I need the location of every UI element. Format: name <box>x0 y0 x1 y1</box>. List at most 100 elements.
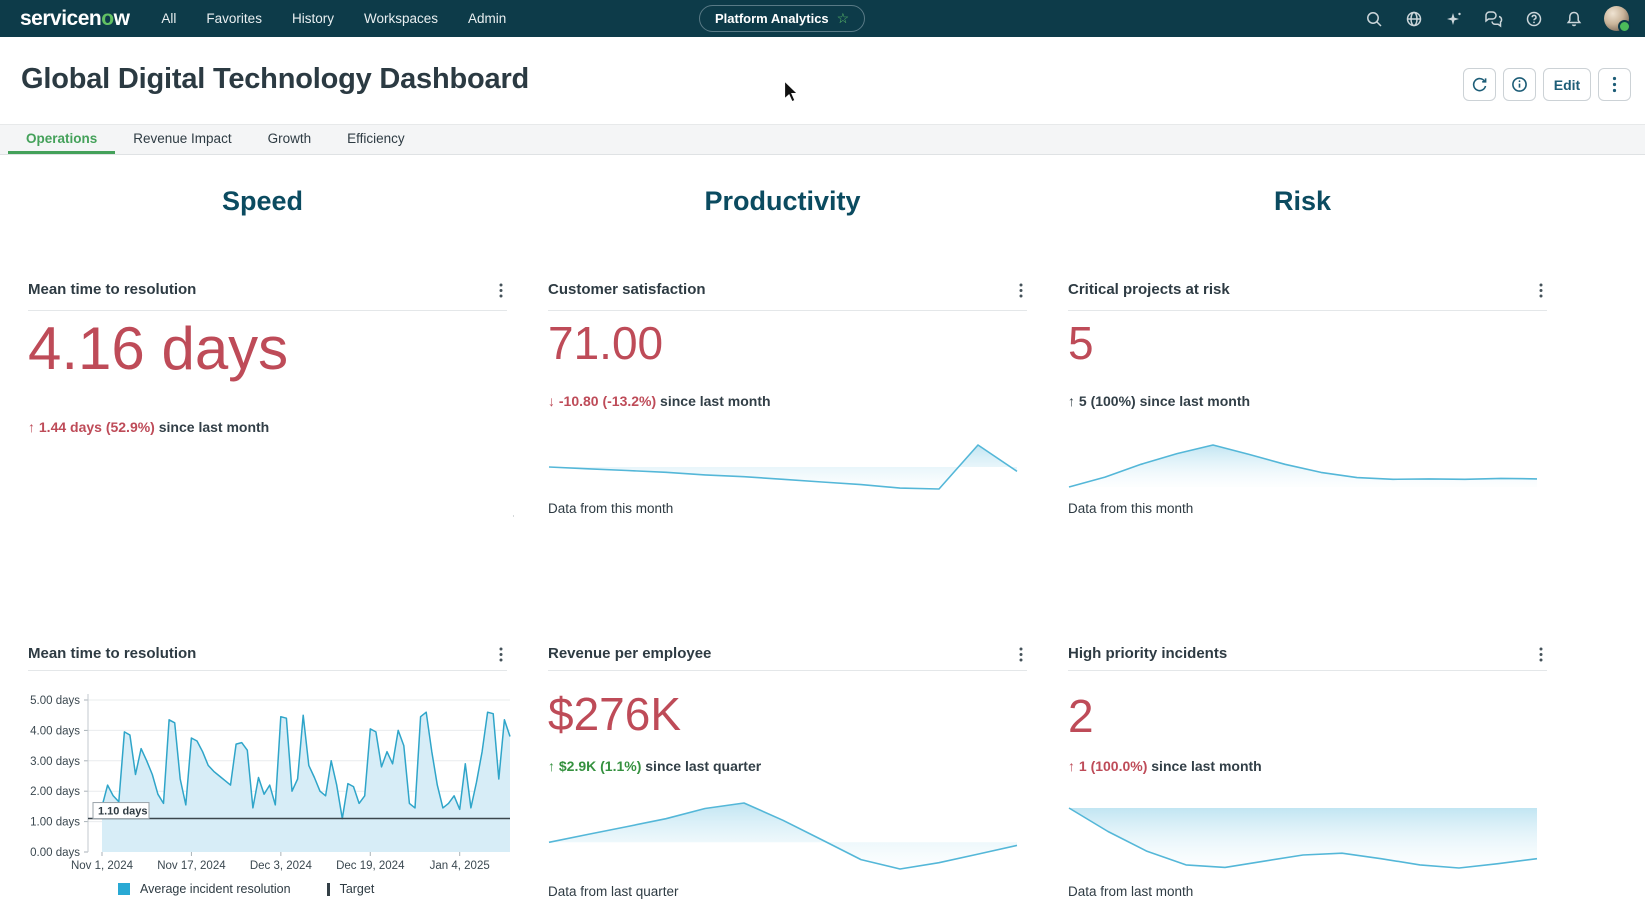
metric-delta: ↑ 5 (100%) since last month <box>1068 393 1250 409</box>
kebab-icon <box>499 283 503 298</box>
refresh-button[interactable] <box>1463 68 1496 101</box>
data-source-caption: Data from this month <box>548 501 674 516</box>
tab-efficiency[interactable]: Efficiency <box>347 130 405 146</box>
card-menu-button[interactable] <box>1535 281 1547 303</box>
notifications-bell-icon[interactable] <box>1564 9 1583 28</box>
sparkline-chart <box>1068 807 1538 869</box>
sparkline-chart <box>1068 444 1538 488</box>
delta-value: ↑ 1.44 days (52.9%) <box>28 419 155 435</box>
card-menu-button[interactable] <box>495 645 507 667</box>
more-options-button[interactable] <box>1598 68 1631 101</box>
logo-green-o: o <box>101 6 114 30</box>
card-menu-button[interactable] <box>1535 645 1547 667</box>
card-title: High priority incidents <box>1068 645 1228 662</box>
metric-delta: ↑ $2.9K (1.1%) since last quarter <box>548 758 761 774</box>
page-header: Global Digital Technology Dashboard Edit <box>0 37 1645 124</box>
globe-icon[interactable] <box>1404 9 1423 28</box>
servicenow-logo[interactable]: servicenow <box>20 6 130 31</box>
logo-text-end: w <box>113 6 130 30</box>
online-status-dot <box>1618 20 1631 33</box>
legend-label: Target <box>339 882 375 896</box>
svg-text:Jan 4, 2025: Jan 4, 2025 <box>430 860 490 872</box>
metric-value: $276K <box>548 688 682 740</box>
nav-item-all[interactable]: All <box>161 11 177 26</box>
tab-operations[interactable]: Operations <box>8 125 116 154</box>
delta-suffix: since last month <box>656 393 771 409</box>
delta-value: ↑ 5 (100%) <box>1068 393 1136 409</box>
info-button[interactable] <box>1503 68 1536 101</box>
nav-item-favorites[interactable]: Favorites <box>206 11 262 26</box>
nav-item-workspaces[interactable]: Workspaces <box>363 11 438 26</box>
metric-value: 2 <box>1068 690 1094 742</box>
ai-sparkle-icon[interactable] <box>1444 9 1463 28</box>
card-revenue-per-employee: Revenue per employee $276K ↑ $2.9K (1.1%… <box>530 630 1035 900</box>
delta-value: ↑ $2.9K (1.1%) <box>548 758 642 774</box>
column-header-speed: Speed <box>221 186 304 216</box>
nav-utility-icons <box>1364 0 1645 37</box>
nav-item-admin[interactable]: Admin <box>468 11 507 26</box>
delta-suffix: since last month <box>1147 758 1262 774</box>
card-mean-time-to-resolution-trend: Mean time to resolution 0.00 days 1.00 da… <box>10 630 515 900</box>
metric-delta: ↑ 1 (100.0%) since last month <box>1068 758 1262 774</box>
search-icon[interactable] <box>1364 9 1383 28</box>
header-actions: Edit <box>1463 68 1631 101</box>
delta-value: ↑ 1 (100.0%) <box>1068 758 1148 774</box>
platform-analytics-pill[interactable]: Platform Analytics ☆ <box>699 5 866 32</box>
column-header-risk: Risk <box>1273 186 1332 216</box>
card-menu-button[interactable] <box>1015 645 1027 667</box>
chat-icon[interactable] <box>1484 9 1503 28</box>
user-avatar[interactable] <box>1604 6 1631 33</box>
tab-growth[interactable]: Growth <box>267 130 312 146</box>
nav-item-history[interactable]: History <box>291 11 334 26</box>
card-menu-button[interactable] <box>1015 281 1027 303</box>
card-customer-satisfaction: Customer satisfaction 71.00 ↓ -10.80 (-1… <box>530 255 1035 530</box>
metric-value: 4.16 days <box>28 315 289 382</box>
svg-text:1.10 days: 1.10 days <box>98 806 148 818</box>
card-title: Mean time to resolution <box>28 645 197 662</box>
svg-text:Nov 1, 2024: Nov 1, 2024 <box>71 860 134 872</box>
legend-label: Average incident resolution <box>140 882 291 896</box>
kebab-icon <box>1019 647 1023 662</box>
legend-swatch-bar <box>326 882 330 896</box>
metric-value: 71.00 <box>548 317 664 369</box>
kebab-icon <box>1539 647 1543 662</box>
help-icon[interactable] <box>1524 9 1543 28</box>
card-high-priority-incidents: High priority incidents 2 ↑ 1 (100.0%) s… <box>1050 630 1555 900</box>
svg-text:Dec 19, 2024: Dec 19, 2024 <box>336 860 405 872</box>
page-title: Global Digital Technology Dashboard <box>21 63 530 95</box>
pill-label: Platform Analytics <box>715 11 829 26</box>
legend-swatch-square <box>118 883 130 895</box>
dashboard-tabs: Operations Revenue Impact Growth Efficie… <box>0 124 1645 155</box>
svg-text:Dec 3, 2024: Dec 3, 2024 <box>250 860 313 872</box>
delta-suffix: since last quarter <box>641 758 762 774</box>
svg-text:5.00 days: 5.00 days <box>30 695 80 707</box>
area-chart: 0.00 days 1.00 days 2.00 days 3.00 days 4.00… <box>30 694 511 872</box>
kebab-icon <box>499 647 503 662</box>
favorite-star-icon[interactable]: ☆ <box>836 10 850 26</box>
svg-text:4.00 days: 4.00 days <box>30 725 80 737</box>
card-title: Mean time to resolution <box>28 281 197 298</box>
delta-value: ↓ -10.80 (-13.2%) <box>548 393 657 409</box>
kebab-icon <box>1539 283 1543 298</box>
card-mean-time-to-resolution-score: Mean time to resolution 4.16 days ↑ 1.44… <box>10 255 515 515</box>
delta-suffix: since last month <box>154 419 270 435</box>
svg-text:1.00 days: 1.00 days <box>30 817 80 829</box>
svg-text:2.00 days: 2.00 days <box>30 786 80 798</box>
data-source-caption: Data from last quarter <box>548 884 679 899</box>
top-nav: servicenow All Favorites History Workspa… <box>0 0 1645 37</box>
card-title: Critical projects at risk <box>1068 281 1230 298</box>
card-title: Customer satisfaction <box>548 281 706 298</box>
edit-button[interactable]: Edit <box>1543 68 1591 101</box>
card-menu-button[interactable] <box>495 281 507 303</box>
main-menu: All Favorites History Workspaces Admin <box>161 11 506 26</box>
card-critical-projects-at-risk: Critical projects at risk 5 ↑ 5 (100%) s… <box>1050 255 1555 530</box>
kebab-icon <box>1019 283 1023 298</box>
data-source-caption: Data from last month <box>1068 884 1194 899</box>
card-title: Revenue per employee <box>548 645 712 662</box>
metric-value: 5 <box>1068 317 1094 369</box>
delta-suffix: since last month <box>1135 393 1251 409</box>
metric-delta: ↑ 1.44 days (52.9%) since last month <box>28 419 269 435</box>
logo-text: servicen <box>20 6 102 30</box>
tab-revenue-impact[interactable]: Revenue Impact <box>133 130 232 146</box>
